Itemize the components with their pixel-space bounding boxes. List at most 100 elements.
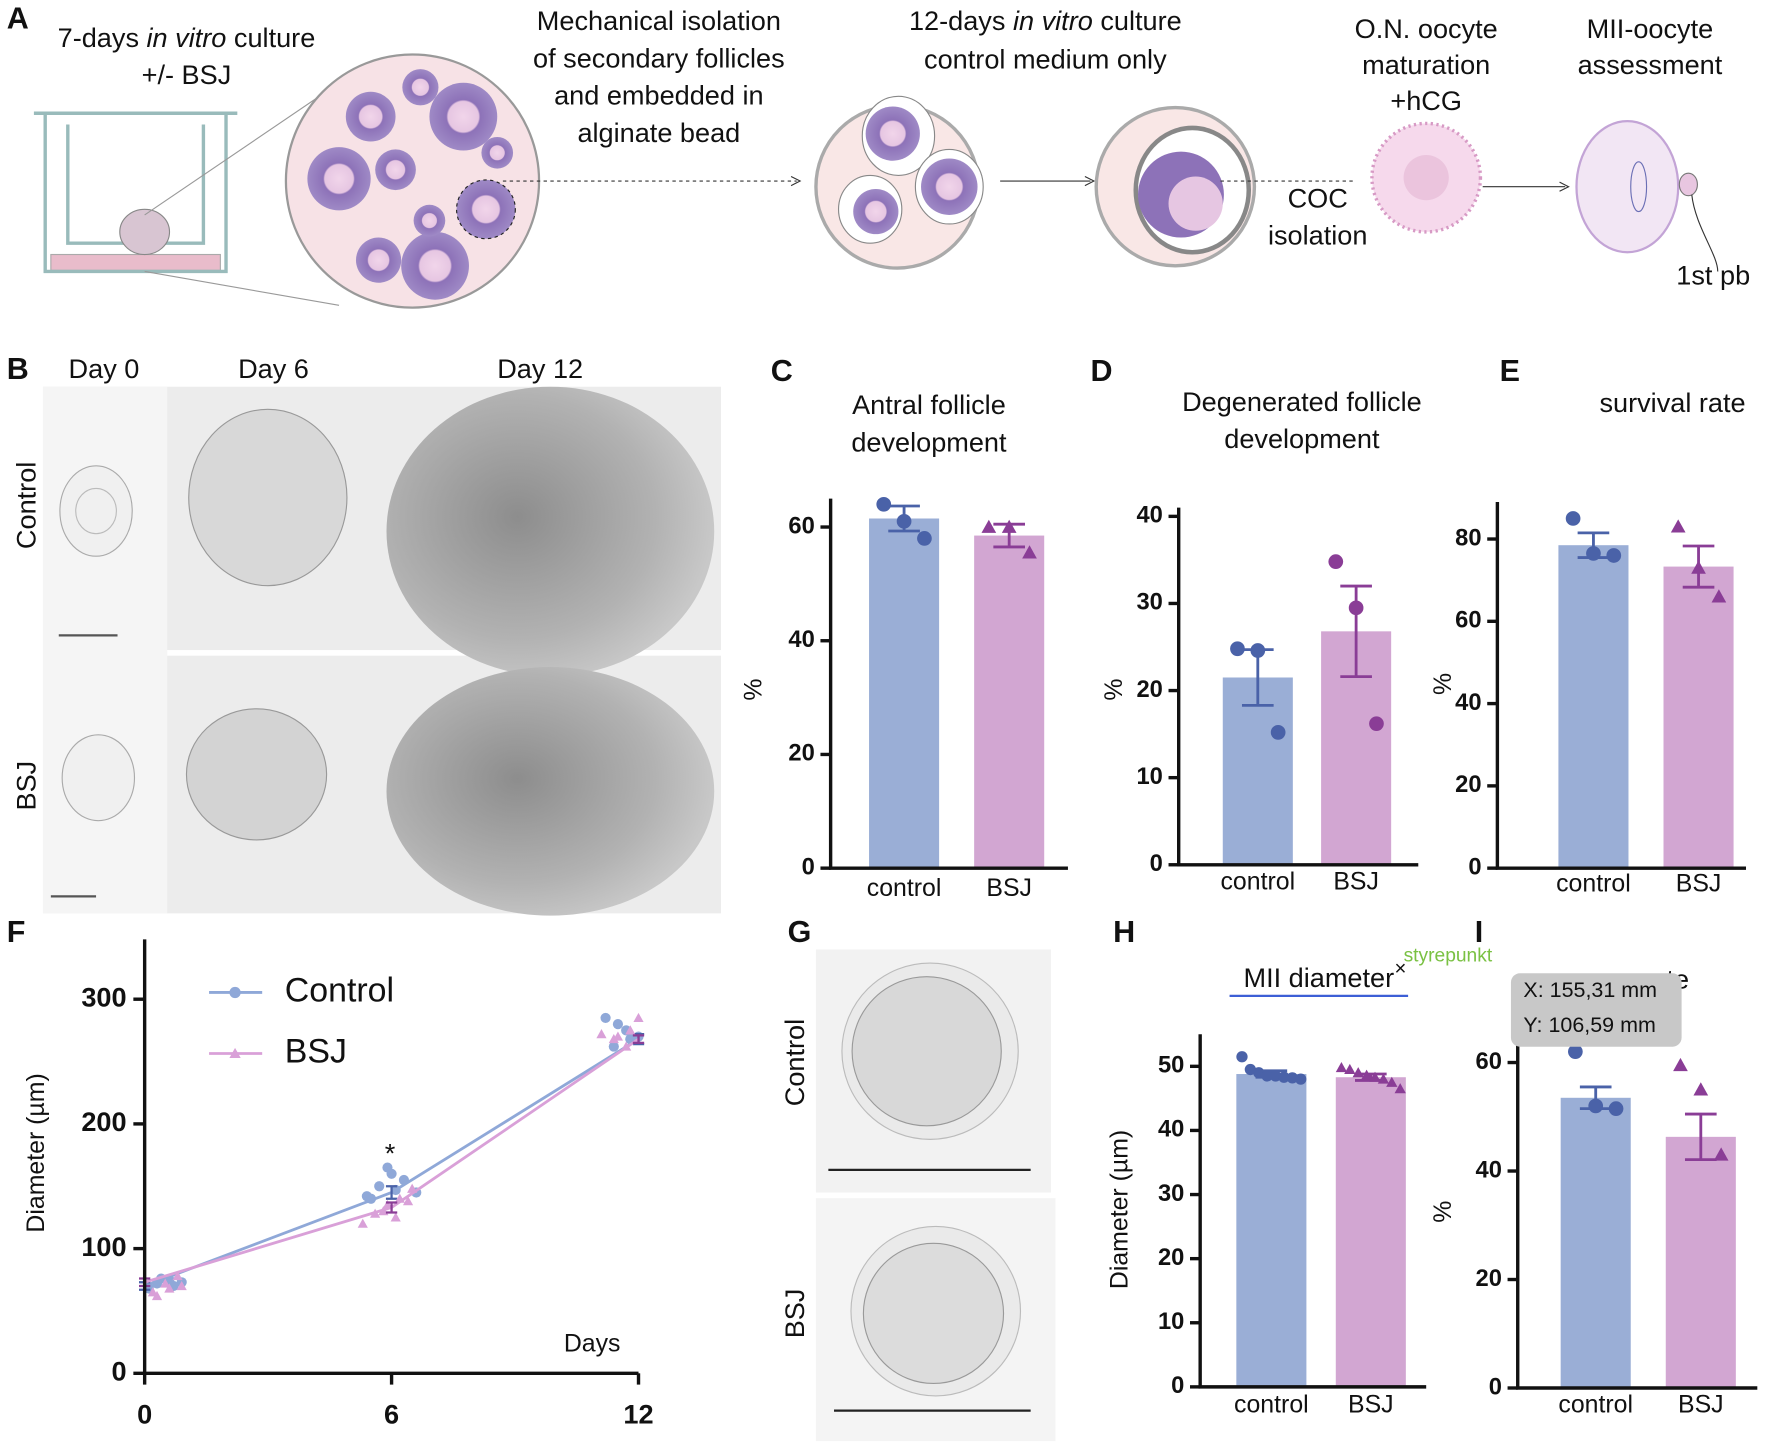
panel-letter: I [1475,915,1483,949]
y-tick-label: 300 [81,981,126,1012]
y-tick-label: 30 [1158,1181,1184,1207]
caption: alginate bead [577,117,740,148]
x-tick-label: BSJ [986,874,1032,902]
data-point [229,1047,241,1059]
panel-letter: H [1113,915,1135,949]
bar [1663,566,1734,869]
x-tick-label: 0 [137,1398,152,1429]
y-tick-label: 0 [111,1355,126,1386]
x-tick-label: 12 [623,1398,653,1429]
data-point [151,1290,163,1301]
panel-letter: F [7,915,26,949]
data-point [1670,519,1686,533]
control-point-label: styrepunkt [1404,945,1493,966]
data-point [1568,1044,1583,1060]
error-bar [385,1185,398,1200]
data-point [1608,1101,1624,1116]
caption: O.N. oocyte [1355,13,1498,44]
error-bar [385,1201,398,1214]
data-point [1270,725,1286,740]
panel-a-art [33,53,1719,309]
caption: +/- BSJ [142,59,232,90]
panel-letter: D [1091,354,1113,388]
chart-title: Degenerated follicle [1182,386,1422,417]
data-point [1606,548,1622,563]
data-point [625,1025,636,1035]
bar [974,535,1045,869]
chart-title: MII diameter [1244,962,1395,993]
chart-title: development [851,427,1007,458]
x-tick-label: control [867,874,942,902]
data-point [1673,1057,1688,1072]
data-point [1278,1071,1290,1083]
x-tick-label: BSJ [1333,867,1379,895]
data-point [633,1012,644,1022]
data-point [1565,511,1581,526]
y-tick-label: 0 [1489,1374,1502,1400]
y-tick-label: 60 [1476,1049,1502,1075]
caption-part: culture [226,22,315,53]
data-point [917,531,932,546]
data-point [1394,1083,1406,1094]
x-tick-label: control [1220,867,1295,895]
caption: control medium only [924,43,1167,74]
data-point [1269,1070,1282,1082]
y-tick-label: 200 [81,1106,126,1137]
chart-title: survival rate [1599,387,1745,418]
data-point [1360,1069,1373,1080]
caption: 7-days in vitro culture [58,22,316,53]
y-tick-label: 20 [1476,1266,1502,1292]
data-point [876,496,892,512]
chart-title: Antral follicle [852,389,1006,420]
data-point [1369,1071,1381,1082]
data-point [382,1162,393,1173]
column-label: Day 0 [69,353,140,384]
panel-letter: C [771,354,793,388]
row-label: Control [779,1019,810,1106]
x-tick-label: 6 [384,1398,399,1429]
data-point [1261,1070,1273,1082]
x-tick-label: control [1558,1391,1633,1419]
data-point [357,1218,368,1228]
data-point [1588,1098,1604,1114]
bar [869,518,940,869]
data-point [612,1019,624,1030]
x-axis-label: Days [564,1330,621,1358]
column-label: Day 6 [238,353,309,384]
panel-letter: A [7,2,29,36]
row-label: BSJ [10,761,41,811]
data-point [896,514,912,529]
x-tick-label: control [1556,870,1631,898]
axes [1177,507,1419,867]
data-point [1328,554,1344,569]
tooltip [1510,973,1682,1047]
error-bar [632,1034,645,1044]
y-tick-label: 0 [802,854,815,880]
tooltip-text: X: 155,31 mm [1523,978,1657,1002]
y-tick-label: 10 [1158,1309,1184,1335]
panel-letter: B [7,352,29,386]
data-point [1348,600,1364,616]
y-tick-label: 20 [788,741,814,767]
data-point [1295,1073,1307,1085]
x-tick-label: BSJ [1678,1391,1724,1419]
y-tick-label: 20 [1158,1245,1184,1271]
row-label: BSJ [779,1289,810,1339]
caption-part: 12-days [909,5,1013,36]
caption: and embedded in [554,80,764,111]
data-point [1711,589,1727,603]
y-tick-label: 20 [1455,772,1481,798]
y-axis-label: % [1429,673,1457,695]
y-tick-label: 0 [1150,851,1163,877]
y-tick-label: 50 [1158,1053,1184,1079]
data-point [164,1283,175,1293]
axes [142,939,639,1376]
y-tick-label: 60 [788,513,814,539]
data-point [1713,1147,1729,1161]
column-label: Day 12 [497,353,583,384]
data-point [1693,1082,1709,1096]
data-point [612,1031,624,1041]
data-point [402,1196,414,1206]
caption-part: in vitro [1013,5,1093,36]
x-tick-label: BSJ [1676,870,1722,898]
